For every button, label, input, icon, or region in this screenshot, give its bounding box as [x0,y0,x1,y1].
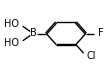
Text: HO: HO [4,19,19,29]
Text: HO: HO [4,38,19,48]
Text: F: F [98,28,104,39]
Text: B: B [30,28,36,39]
Text: Cl: Cl [86,51,96,61]
